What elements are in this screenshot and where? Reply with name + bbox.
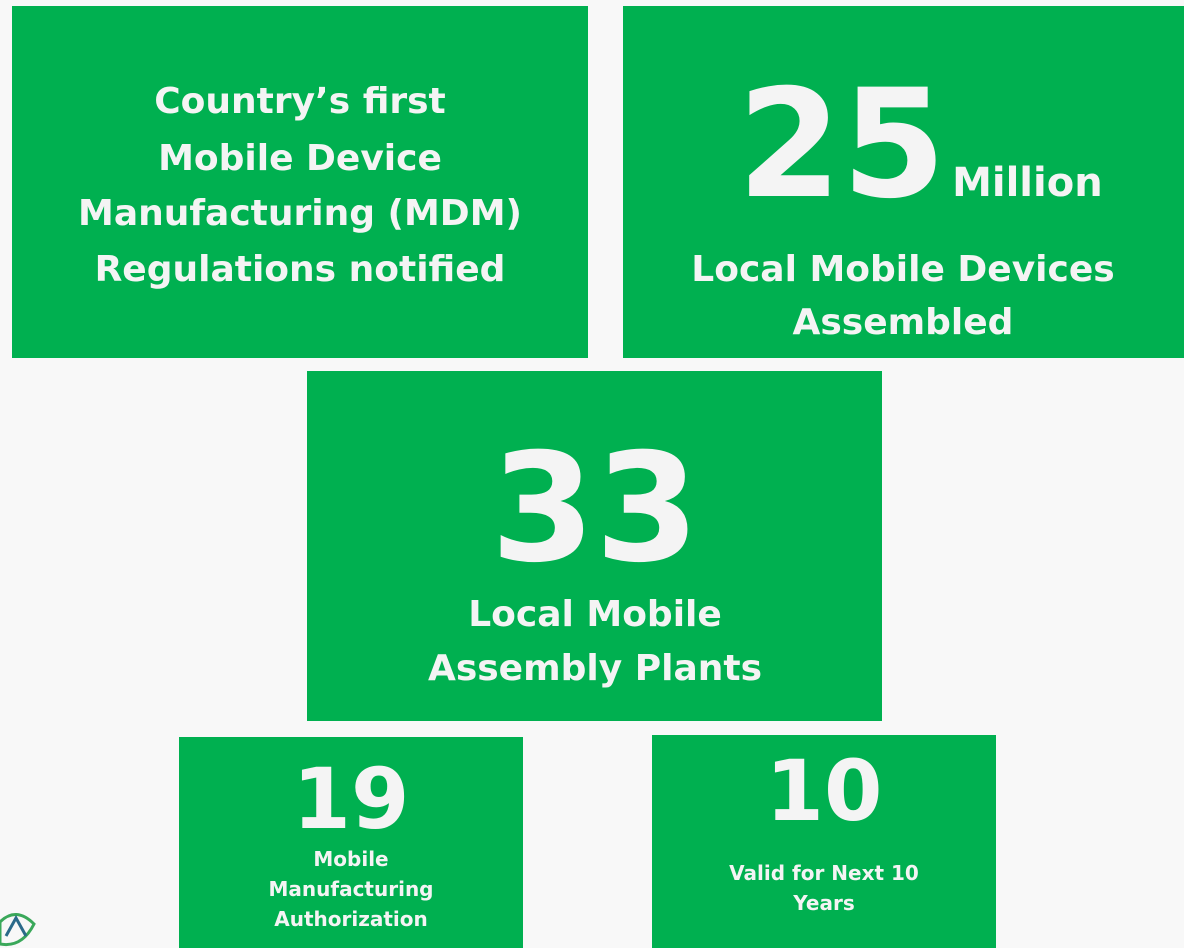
figure: 10 (766, 742, 883, 840)
logo (0, 913, 36, 947)
box (623, 6, 1184, 358)
line: Authorization (274, 907, 428, 931)
line: Assembled (793, 302, 1014, 343)
box (12, 6, 588, 358)
line: Valid for Next 10 (729, 861, 919, 885)
line: Regulations notified (95, 249, 506, 290)
unit: Million (952, 160, 1103, 206)
line: Assembly Plants (428, 648, 762, 689)
line: Country’s first (154, 81, 446, 122)
figure-group: 25 Million (737, 58, 1102, 232)
box (307, 371, 882, 721)
line: Local Mobile (468, 594, 722, 635)
figure: 19 (293, 750, 410, 848)
line: Years (792, 891, 854, 915)
box (652, 735, 996, 948)
figure: 25 (737, 58, 946, 232)
line: Mobile Device (158, 138, 442, 179)
line: Manufacturing (269, 877, 434, 901)
line: Manufacturing (MDM) (78, 193, 522, 234)
line: Local Mobile Devices (691, 249, 1114, 290)
box (179, 737, 523, 948)
line: Mobile (313, 847, 388, 871)
box-text: Country’s first Mobile Device Manufactur… (78, 81, 522, 290)
figure: 33 (491, 422, 700, 596)
